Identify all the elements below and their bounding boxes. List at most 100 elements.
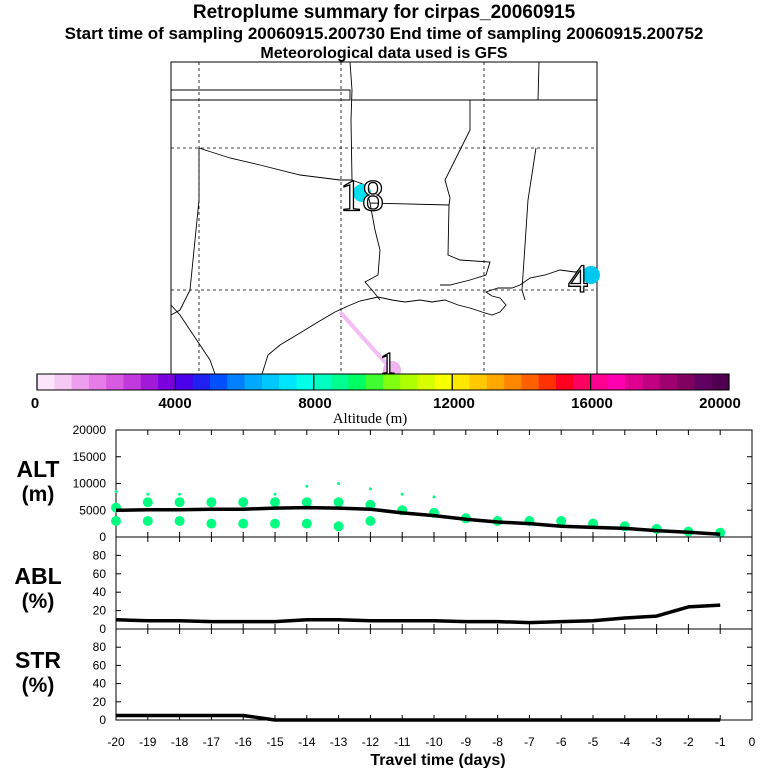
map-label-4: 4 [568,256,588,301]
alt-scatter-point [333,521,344,532]
alt-label-line1: ALT [16,456,59,482]
alt-scatter-point [301,497,312,508]
colorbar-segment [296,374,315,390]
y-tick-label: 5000 [79,503,106,517]
colorbar-segment [694,374,712,390]
panel-alt: 0 5000 10000 15000 20000 [73,423,753,544]
x-tick-label: -1 [715,735,726,749]
alt-scatter-point [305,484,309,488]
y-tick-label: 20 [93,695,107,709]
colorbar-segment [313,374,332,390]
alt-scatter-point [238,518,249,529]
y-tick-label: 0 [99,622,106,636]
x-tick-label: -8 [492,735,503,749]
colorbar-tick-20000: 20000 [699,395,741,412]
map-frame [170,61,598,375]
y-tick-label: 40 [93,585,107,599]
colorbar-segment [244,374,263,390]
y-tick-label: 40 [93,677,107,691]
trajectory-marker-18 [353,184,371,202]
alt-scatter-point [368,487,372,491]
x-tick-label: -15 [266,735,284,749]
alt-scatter-point [146,492,150,496]
alt-scatter-point [178,492,182,496]
x-tick-label: -2 [683,735,694,749]
trajectory-marker-4 [582,266,600,284]
colorbar-segment [521,374,539,390]
colorbar-segment [331,374,349,390]
y-tick-label: 15000 [73,450,107,464]
x-tick-label: -7 [524,735,535,749]
y-tick-label: 20000 [73,423,107,437]
title-line-3: Meteorological data used is GFS [260,45,508,62]
title-line-1: Retroplume summary for cirpas_20060915 [192,2,576,23]
colorbar-segment [158,374,176,390]
colorbar-segment [659,374,678,390]
x-tick-label: -4 [619,735,630,749]
x-tick-labels: -20 -19 -18 -17 -16 -15 -14 -13 -12 -11 -10 -9 -8 -7-… [107,735,755,749]
colorbar-segment [556,374,574,390]
alt-scatter-point [238,497,249,508]
alt-scatter-point [301,518,312,529]
alt-scatter-point [114,490,118,493]
y-tick-label: 80 [93,548,107,562]
alt-scatter-point [206,518,217,529]
colorbar-segment [140,374,159,390]
alt-scatter-point [206,497,217,508]
x-tick-label: -3 [651,735,662,749]
alt-scatter-point [142,516,153,526]
colorbar-segment [37,374,55,390]
y-tick-label: 0 [99,530,106,544]
x-tick-label: -16 [235,735,253,749]
x-axis-title: Travel time (days) [370,752,505,768]
colorbar-segment [175,374,193,390]
colorbar-tick-12000: 12000 [433,395,475,412]
colorbar-segment [400,374,418,390]
colorbar-segment [192,374,211,390]
colorbar [36,373,730,391]
alt-scatter-point [111,516,121,526]
colorbar-segment [210,374,228,390]
x-tick-label: -20 [107,735,125,749]
alt-scatter-point [270,497,280,508]
y-tick-label: 0 [99,713,106,727]
x-tick-label: -14 [298,735,316,749]
y-tick-label: 20 [93,604,107,618]
map-boundaries [170,61,598,375]
panels: 0 5000 10000 15000 20000 0 20 40 60 80 0 20 40 60 80 -2… [73,423,756,749]
panel-labels: ALT (m) ABL (%) STR (%) [14,456,61,697]
colorbar-segment [106,374,124,390]
alt-label-line2: (m) [22,483,55,506]
title-line-2: Start time of sampling 20060915.200730 E… [64,24,704,43]
panel-frame [115,628,753,721]
y-tick-label: 80 [93,640,107,654]
x-tick-label: -5 [588,735,599,749]
y-tick-label: 60 [93,567,107,581]
trajectory-line [338,310,394,372]
colorbar-segment [348,374,366,390]
x-tick-label: -18 [171,735,189,749]
colorbar-tick-0: 0 [31,395,39,412]
colorbar-segment [486,374,505,390]
alt-scatter-point [432,495,436,499]
colorbar-segment [538,374,557,390]
alt-scatter-point [400,492,404,496]
alt-scatter-point [174,516,185,526]
colorbar-segment [261,374,280,390]
x-tick-label: -12 [362,735,380,749]
colorbar-segment [54,374,72,390]
x-tick-label: -17 [203,735,221,749]
str-line [116,713,721,722]
colorbar-segment [71,374,90,390]
colorbar-segment [625,374,643,390]
y-tick-label: 60 [93,658,107,672]
colorbar-segment [227,374,245,390]
alt-scatter-point [556,516,567,526]
colorbar-segment [279,374,297,390]
panel-abl: 0 20 40 60 80 [93,536,753,636]
alt-scatter-point [270,518,280,529]
map-label-1: 1 [380,345,396,381]
x-tick-label: -10 [425,735,443,749]
colorbar-tick-8000: 8000 [298,395,331,412]
